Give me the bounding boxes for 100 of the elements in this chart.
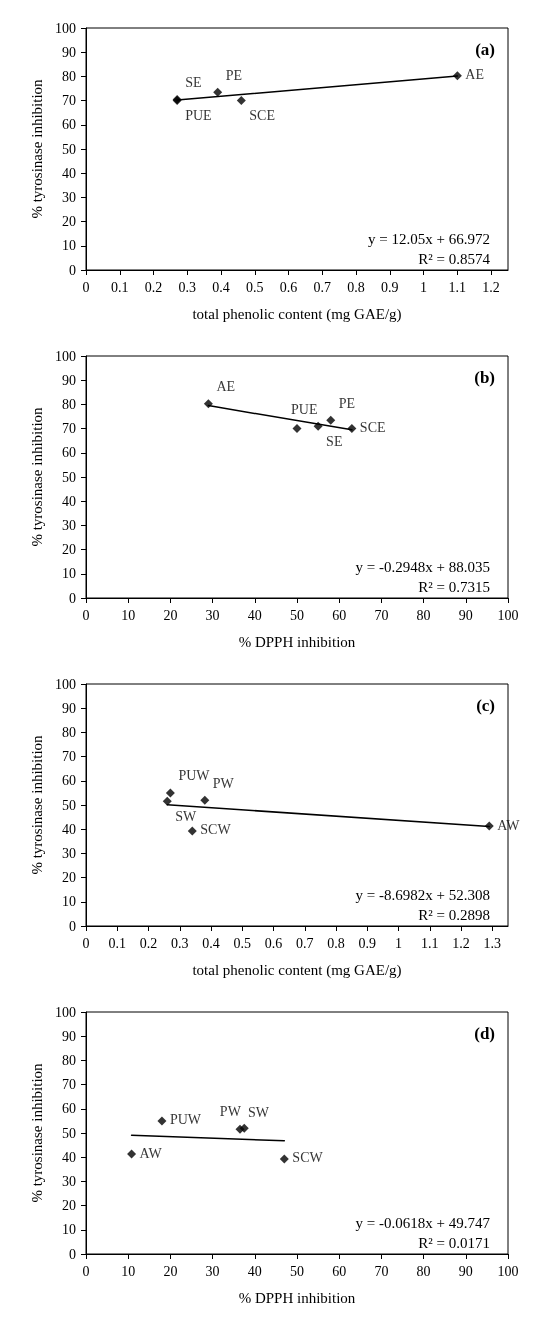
y-tick-label: 30	[62, 189, 76, 205]
x-tick-label: 20	[163, 607, 178, 623]
annotation: SW	[248, 1104, 270, 1120]
x-tick-label: 20	[163, 1263, 178, 1279]
x-tick-label: 0	[82, 1263, 90, 1279]
y-tick-label: 50	[62, 797, 76, 813]
annotation: PW	[219, 1103, 242, 1119]
x-tick-label: 0.8	[347, 279, 365, 295]
x-tick-label: 0.2	[144, 279, 163, 295]
y-tick-label: 80	[62, 396, 76, 412]
x-tick-label: 0	[82, 279, 90, 295]
x-tick-label: 30	[205, 607, 220, 623]
annotation: SE	[185, 74, 202, 90]
y-tick-label: 20	[62, 542, 76, 558]
x-tick-label: 0.3	[178, 279, 197, 295]
y-axis-title: % tyrosinase inhibition	[28, 406, 45, 547]
y-tick-label: 60	[62, 117, 76, 133]
x-tick-label: 70	[374, 1263, 389, 1279]
y-tick-label: 30	[62, 517, 76, 533]
y-tick-label: 60	[62, 445, 76, 461]
x-tick-label: 0.9	[381, 279, 399, 295]
y-tick-label: 70	[62, 421, 76, 437]
annotation: AE	[465, 67, 485, 83]
y-tick-label: 60	[62, 773, 76, 789]
y-tick-label: 20	[62, 870, 76, 886]
annotation: R² = 0.0171	[418, 1234, 490, 1251]
annotation: PW	[212, 775, 235, 791]
y-tick-label: 70	[62, 749, 76, 765]
x-tick-label: 0	[82, 935, 90, 951]
y-tick-label: 50	[62, 1125, 76, 1141]
x-tick-label: 1.2	[452, 935, 470, 951]
x-tick-label: 0.5	[246, 279, 264, 295]
y-tick-label: 40	[62, 493, 76, 509]
x-tick-label: 0.1	[111, 279, 129, 295]
x-tick-label: 60	[332, 607, 347, 623]
y-tick-label: 0	[69, 262, 76, 278]
x-tick-label: 0.7	[296, 935, 314, 951]
x-tick-label: 60	[332, 1263, 347, 1279]
y-tick-label: 50	[62, 469, 76, 485]
y-tick-label: 30	[62, 845, 76, 861]
y-axis-title: % tyrosinase inhibition	[28, 78, 45, 219]
y-tick-label: 20	[62, 214, 76, 230]
x-tick-label: 0.2	[139, 935, 158, 951]
y-tick-label: 10	[62, 1222, 76, 1238]
x-tick-label: 80	[416, 1263, 431, 1279]
annotation: SCE	[249, 108, 275, 124]
text: (d)	[474, 1024, 495, 1043]
annotation: PUW	[169, 1112, 202, 1128]
annotation: SCW	[292, 1150, 324, 1166]
y-axis-title: % tyrosinase inhibition	[28, 734, 45, 875]
y-tick-label: 100	[55, 676, 76, 692]
x-tick-label: 90	[458, 1263, 473, 1279]
x-tick-label: 0.4	[212, 279, 230, 295]
x-axis-title: total phenolic content (mg GAE/g)	[192, 961, 402, 979]
y-tick-label: 90	[62, 372, 76, 388]
annotation: PE	[225, 67, 243, 83]
x-tick-label: 90	[458, 607, 473, 623]
x-tick-label: 40	[247, 607, 262, 623]
x-tick-label: 1.1	[448, 279, 467, 295]
annotation: y = -8.6982x + 52.308	[355, 886, 490, 903]
annotation: PUE	[291, 402, 318, 418]
x-tick-label: 0.9	[358, 935, 377, 951]
x-tick-label: 0	[82, 607, 90, 623]
annotation: SCE	[359, 420, 386, 436]
x-axis-title: total phenolic content (mg GAE/g)	[192, 305, 402, 323]
annotation: PUW	[178, 768, 211, 784]
y-tick-label: 100	[55, 348, 76, 364]
y-tick-label: 20	[62, 1198, 76, 1214]
y-tick-label: 90	[62, 44, 76, 60]
annotation: y = -0.0618x + 49.747	[355, 1214, 491, 1231]
text: (b)	[474, 368, 495, 387]
y-tick-label: 10	[62, 238, 76, 254]
y-tick-label: 40	[62, 821, 76, 837]
y-tick-label: 80	[62, 68, 76, 84]
x-tick-label: 1.2	[482, 279, 500, 295]
text: (a)	[475, 40, 496, 59]
x-tick-label: 10	[121, 1263, 136, 1279]
y-tick-label: 10	[62, 894, 76, 910]
y-tick-label: 60	[62, 1101, 76, 1117]
x-tick-label: 0.6	[279, 279, 298, 295]
x-tick-label: 0.1	[108, 935, 127, 951]
annotation: SCW	[200, 822, 232, 838]
x-tick-label: 0.4	[202, 935, 220, 951]
x-tick-label: 10	[121, 607, 136, 623]
x-tick-label: 1.1	[421, 935, 439, 951]
annotation: R² = 0.7315	[418, 578, 490, 595]
x-tick-label: 100	[497, 1263, 519, 1279]
x-tick-label: 1	[420, 279, 428, 295]
annotation: R² = 0.8574	[418, 250, 491, 267]
y-axis-title: % tyrosinase inhibition	[28, 1062, 45, 1203]
annotation: R² = 0.2898	[418, 906, 490, 923]
x-tick-label: 1.3	[483, 935, 502, 951]
annotation: AW	[139, 1145, 163, 1161]
y-tick-label: 70	[62, 1077, 76, 1093]
x-axis-title: % DPPH inhibition	[238, 633, 356, 650]
y-tick-label: 0	[69, 1246, 76, 1262]
y-tick-label: 90	[62, 700, 76, 716]
annotation: AE	[216, 379, 236, 395]
y-tick-label: 80	[62, 1052, 76, 1068]
annotation: y = -0.2948x + 88.035	[355, 558, 490, 575]
